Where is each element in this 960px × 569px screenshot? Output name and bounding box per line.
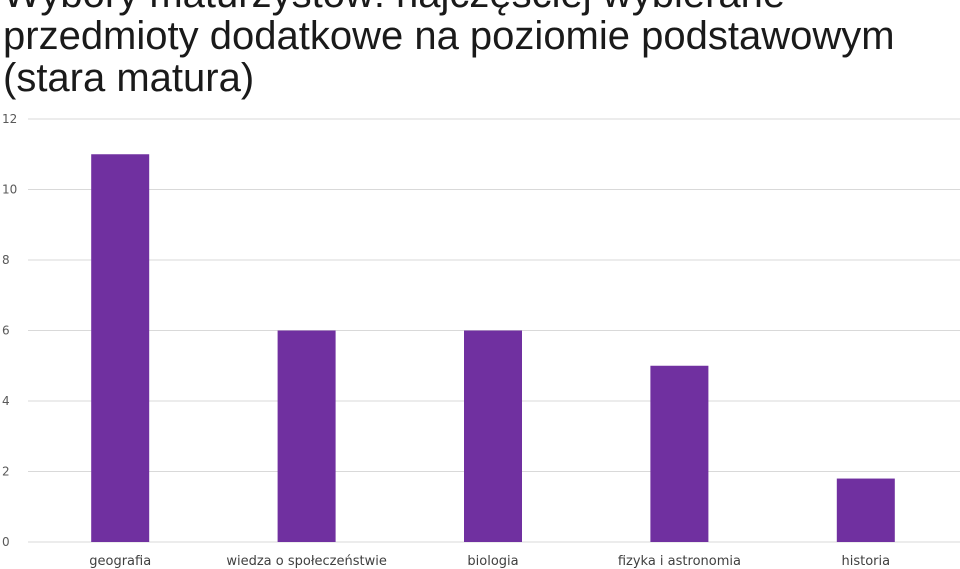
bar <box>836 478 895 542</box>
x-category-label: geografia <box>89 554 151 569</box>
x-category-label: historia <box>841 554 890 569</box>
x-category-label: biologia <box>467 554 518 569</box>
y-tick-label: 0 <box>2 535 10 549</box>
y-tick-label: 8 <box>2 253 10 267</box>
x-category-label: fizyka i astronomia <box>618 554 741 569</box>
y-tick-label: 12 <box>2 112 17 126</box>
bar <box>91 154 150 542</box>
bars <box>91 154 895 542</box>
bar <box>464 330 522 542</box>
y-axis-ticks: 0 2 4 6 8 10 12 <box>2 112 17 549</box>
x-category-label: wiedza o społeczeństwie <box>226 554 387 569</box>
x-axis-labels: geografia wiedza o społeczeństwie biologia… <box>89 554 890 569</box>
chart-title: Wybory maturzystów: najczęściej wybieran… <box>3 0 895 100</box>
y-tick-label: 10 <box>2 183 17 197</box>
bar <box>650 365 709 542</box>
bar <box>277 330 336 542</box>
y-tick-label: 4 <box>2 394 10 408</box>
y-tick-label: 2 <box>2 465 10 479</box>
y-tick-label: 6 <box>2 324 10 338</box>
